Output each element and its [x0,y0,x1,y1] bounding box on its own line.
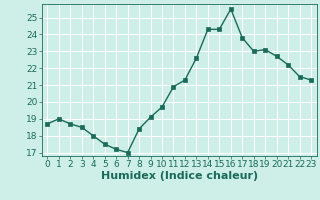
X-axis label: Humidex (Indice chaleur): Humidex (Indice chaleur) [100,171,258,181]
